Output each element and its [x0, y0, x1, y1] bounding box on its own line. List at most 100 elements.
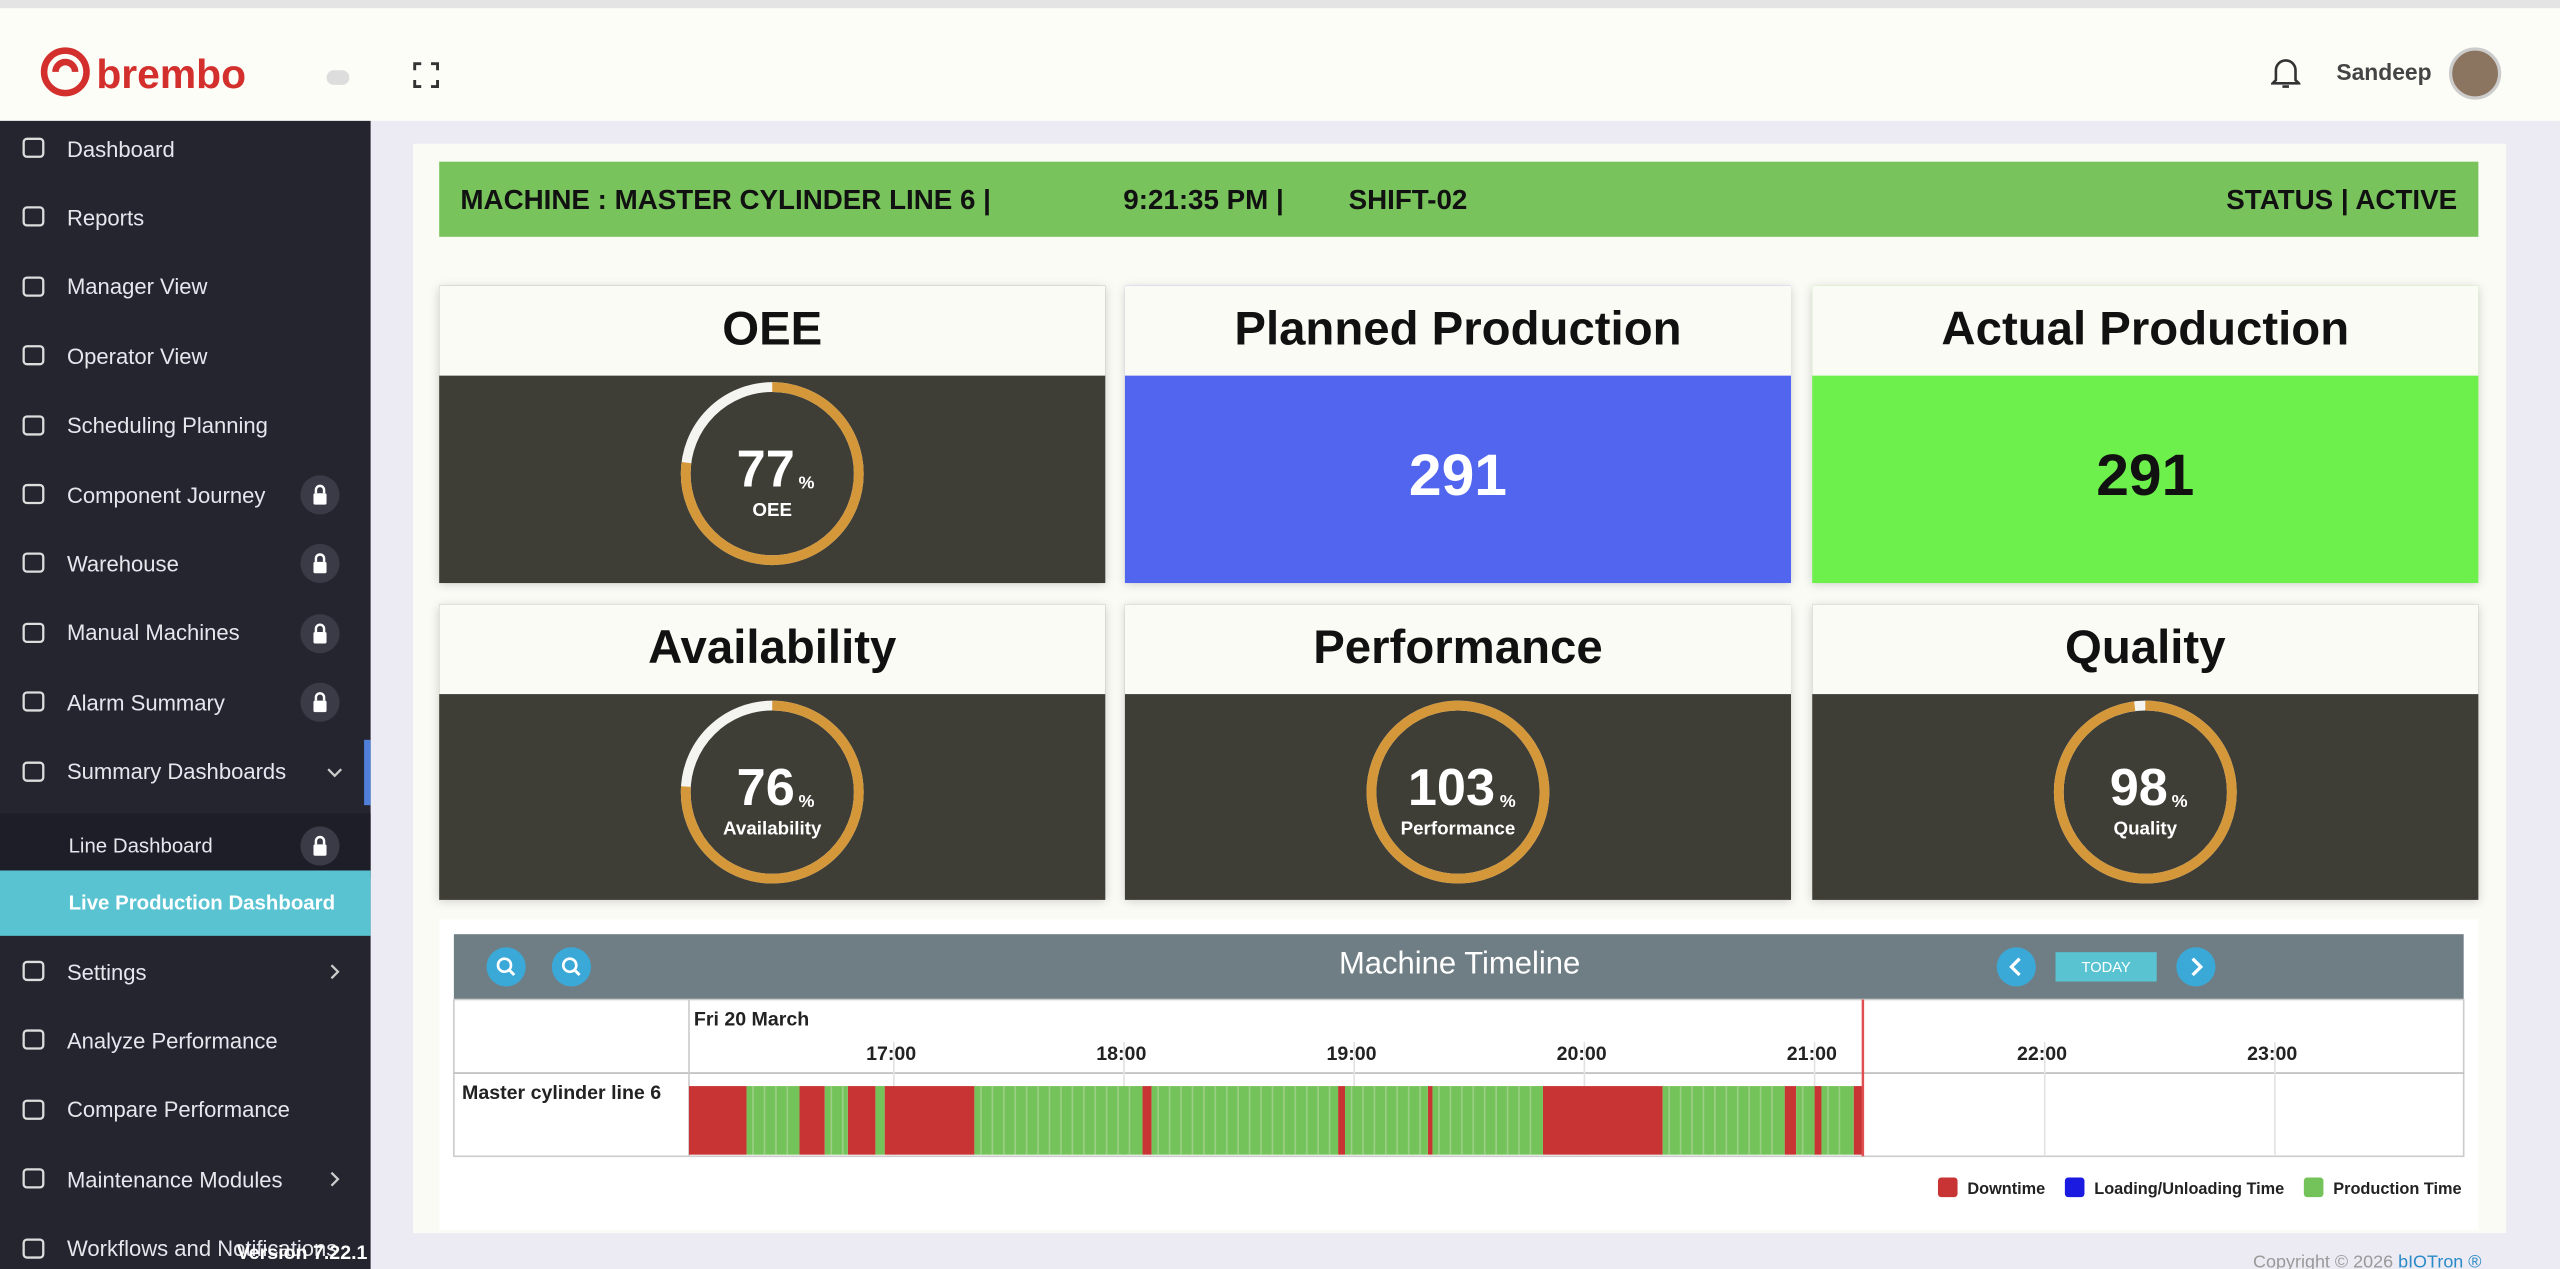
nav-icon: [22, 206, 45, 228]
nav-item[interactable]: Reports: [0, 185, 371, 250]
brand-link[interactable]: bIOTron ®: [2398, 1252, 2482, 1269]
top-bar: brembo Sandeep: [0, 0, 2560, 121]
kpi-card: Planned Production 291: [1124, 285, 1792, 584]
timeline-segment: [974, 1086, 1143, 1155]
icon-shape: [22, 960, 45, 982]
nav-item[interactable]: Maintenance Modules: [0, 1147, 371, 1212]
card-value: 291: [2096, 440, 2195, 508]
nav-item[interactable]: Operator View: [0, 324, 371, 389]
machine-name: MACHINE : MASTER CYLINDER LINE 6 |: [460, 184, 991, 216]
next-button[interactable]: [2176, 947, 2216, 987]
nav-icon: [22, 414, 45, 435]
nav-icon: [22, 622, 45, 643]
timeline-segment: [1432, 1086, 1543, 1155]
nav-item[interactable]: Alarm Summary: [0, 670, 371, 735]
icon-shape: [22, 622, 45, 643]
gauge-value: 98: [2110, 759, 2168, 817]
machine-bar: MACHINE : MASTER CYLINDER LINE 6 | 9:21:…: [439, 161, 2479, 237]
avatar[interactable]: [2448, 47, 2502, 100]
nav-item[interactable]: Component Journey: [0, 462, 371, 527]
icon-shape: [22, 1168, 45, 1189]
card-title: OEE: [439, 285, 1106, 376]
lock-shackle: [314, 623, 326, 632]
timeline-segment: [1427, 1086, 1433, 1155]
prev-button[interactable]: [1996, 947, 2036, 987]
nav-icon: [22, 1237, 45, 1259]
lock-icon: [300, 613, 340, 653]
gauge-value: 77: [737, 441, 795, 499]
gauge: 103 % Performance: [1366, 700, 1550, 884]
nav-item[interactable]: Compare Performance: [0, 1078, 371, 1143]
notification-bell[interactable]: [2271, 57, 2301, 90]
nav-item[interactable]: Summary Dashboards: [0, 739, 371, 805]
nav-label: Dashboard: [66, 136, 175, 161]
chevron: [330, 964, 340, 980]
nav-label: Warehouse: [66, 551, 179, 577]
icon-shape: [22, 1237, 45, 1259]
kpi-card: Availability 76% Availability: [439, 604, 1106, 900]
timeline-segment: [1821, 1086, 1854, 1155]
nav-label: Alarm Summary: [66, 690, 225, 715]
card-title: Availability: [439, 604, 1106, 695]
zoom-button[interactable]: [551, 947, 592, 987]
nav-item[interactable]: Manual Machines: [0, 601, 371, 666]
legend-swatch: [2064, 1177, 2085, 1198]
legend-swatch: [1937, 1177, 1958, 1198]
timeline-segment: [1151, 1086, 1339, 1155]
copyright: Copyright © 2026: [2253, 1252, 2394, 1269]
icon-shape: [22, 1099, 45, 1120]
lock-glyph: [313, 623, 327, 644]
gauge-unit: %: [2172, 791, 2188, 811]
user-name[interactable]: Sandeep: [2336, 58, 2432, 85]
fullscreen-button[interactable]: [413, 62, 440, 89]
lock-glyph: [313, 835, 327, 856]
nav-label: Scheduling Planning: [66, 413, 268, 438]
nav-item[interactable]: Dashboard: [0, 116, 371, 181]
toggle[interactable]: [326, 70, 350, 85]
nav-icon: [22, 760, 45, 782]
timeline-segment: [688, 1086, 747, 1155]
card-title: Planned Production: [1124, 285, 1792, 376]
zoom-glyph-handle: [573, 969, 581, 977]
nav-icon: [22, 1168, 45, 1189]
timeline-segment: [1662, 1086, 1785, 1155]
timeline-segment: [1338, 1086, 1345, 1155]
machine-shift: SHIFT-02: [1348, 184, 1468, 216]
gauge-arc: [680, 382, 864, 566]
timeline-date: Fri 20 March: [694, 1009, 809, 1031]
nav-item[interactable]: Settings: [0, 939, 371, 1004]
legend-label: Downtime: [1967, 1180, 2045, 1198]
timeline-segment: [1142, 1086, 1152, 1155]
lock-body: [313, 844, 327, 856]
icon-shape: [22, 414, 45, 435]
gauge-unit: %: [1500, 791, 1516, 811]
sub-nav-item[interactable]: Live Production Dashboard: [0, 870, 371, 936]
nav-item[interactable]: Analyze Performance: [0, 1008, 371, 1073]
gauge-arc: [680, 700, 864, 884]
nav-item[interactable]: Scheduling Planning: [0, 393, 371, 458]
zoom-button[interactable]: [486, 947, 526, 987]
nav-item[interactable]: Manager View: [0, 254, 371, 319]
nav-label: Workflows and Notifications: [66, 1236, 338, 1261]
gauge-arc: [1366, 700, 1550, 884]
gauge-value: 103: [1408, 759, 1495, 817]
nav-label: Live Production Dashboard: [68, 891, 336, 915]
sub-nav-item[interactable]: Line Dashboard: [0, 813, 371, 879]
nav-item[interactable]: Warehouse: [0, 531, 371, 596]
today-button[interactable]: [2055, 952, 2157, 982]
nav-item[interactable]: Workflows and Notifications: [0, 1216, 371, 1269]
nav-icon: [22, 691, 45, 712]
timeline-segment: [1542, 1086, 1663, 1155]
icon-shape: [22, 1030, 45, 1051]
timeline-segment: [1853, 1086, 1863, 1155]
next-glyph: [2191, 957, 2204, 977]
icon-shape: [22, 137, 45, 158]
chevron: [327, 767, 343, 777]
legend-label: Loading/Unloading Time: [2094, 1180, 2284, 1198]
gauge-label: Performance: [1401, 818, 1516, 839]
timeline-card: Machine Timeline TODAY Fri 20 March 17:00 18…: [439, 919, 2479, 1230]
nav-label: Line Dashboard: [68, 834, 213, 858]
card-value: 291: [1408, 440, 1507, 508]
